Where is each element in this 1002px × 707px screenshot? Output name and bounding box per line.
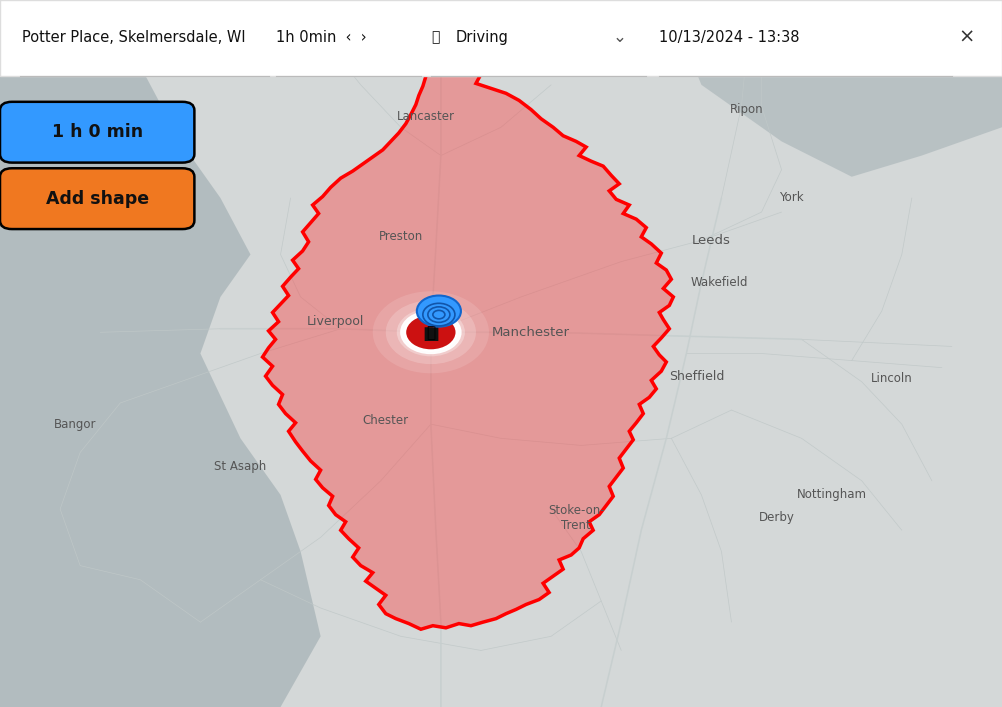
Circle shape: [407, 315, 455, 349]
Text: Wakefield: Wakefield: [690, 276, 748, 289]
Text: ×: ×: [959, 28, 975, 47]
Text: Liverpool: Liverpool: [307, 315, 365, 328]
Text: Stoke-on-
Trent: Stoke-on- Trent: [548, 503, 604, 532]
Circle shape: [397, 308, 465, 356]
Text: 🚗: 🚗: [431, 30, 439, 45]
Text: 1 h 0 min: 1 h 0 min: [52, 123, 142, 141]
Text: Nottingham: Nottingham: [797, 489, 867, 501]
Text: Lancaster: Lancaster: [397, 110, 455, 123]
Text: Bangor: Bangor: [54, 418, 96, 431]
Text: Manchester: Manchester: [492, 326, 570, 339]
Text: Driving: Driving: [456, 30, 509, 45]
Polygon shape: [681, 0, 1002, 177]
Text: Chester: Chester: [363, 414, 409, 427]
Text: St Asaph: St Asaph: [214, 460, 267, 473]
Circle shape: [373, 291, 489, 373]
Text: Sheffield: Sheffield: [668, 370, 724, 382]
Text: Ripon: Ripon: [729, 103, 764, 116]
Text: 1h 0min  ‹  ›: 1h 0min ‹ ›: [276, 30, 366, 45]
Text: 🚘: 🚘: [426, 325, 436, 341]
Circle shape: [405, 314, 457, 351]
Circle shape: [417, 296, 461, 327]
Text: ■: ■: [423, 325, 439, 343]
Polygon shape: [0, 0, 321, 707]
Text: Leeds: Leeds: [692, 234, 730, 247]
Circle shape: [401, 311, 461, 354]
Text: ⌄: ⌄: [612, 28, 626, 47]
FancyBboxPatch shape: [0, 0, 1002, 76]
Text: Derby: Derby: [759, 511, 795, 524]
Text: Lincoln: Lincoln: [871, 372, 913, 385]
Text: York: York: [780, 192, 804, 204]
Text: Potter Place, Skelmersdale, WI: Potter Place, Skelmersdale, WI: [22, 30, 245, 45]
Text: 10/13/2024 - 13:38: 10/13/2024 - 13:38: [659, 30, 800, 45]
Circle shape: [386, 300, 476, 364]
Text: Add shape: Add shape: [46, 189, 148, 208]
FancyBboxPatch shape: [0, 168, 194, 229]
Text: Preston: Preston: [379, 230, 423, 243]
Polygon shape: [263, 14, 673, 629]
FancyBboxPatch shape: [0, 102, 194, 163]
